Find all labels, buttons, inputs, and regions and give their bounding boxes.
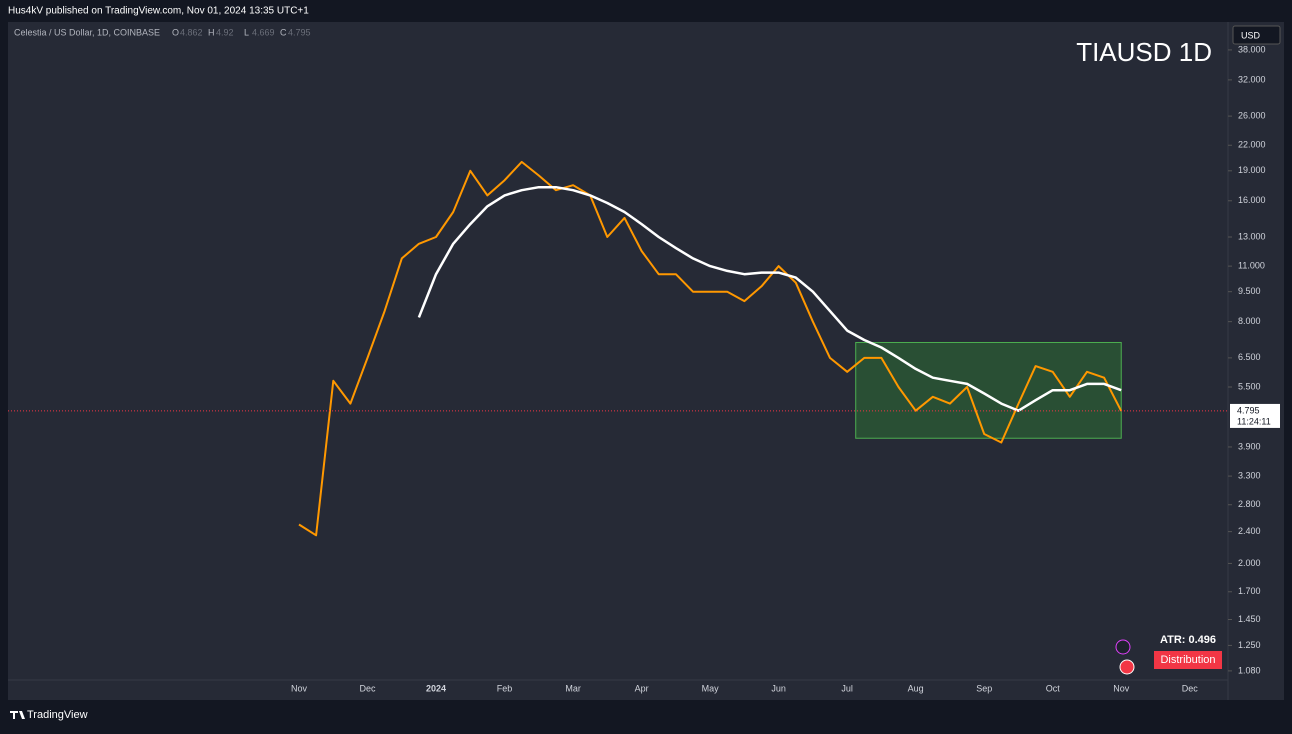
currency[interactable]: USD	[1241, 30, 1261, 40]
y-tick-label: 1.700	[1238, 586, 1261, 596]
y-tick-label: 6.500	[1238, 352, 1261, 362]
x-tick-label: Dec	[360, 683, 377, 693]
y-tick-label: 5.500	[1238, 381, 1261, 391]
y-tick-label: 3.900	[1238, 441, 1261, 451]
ohlc-key: L	[244, 27, 249, 37]
badge-bg	[1154, 651, 1222, 669]
y-tick-label: 8.000	[1238, 316, 1261, 326]
series-line	[417, 185, 1122, 412]
y-tick-label: 1.080	[1238, 665, 1261, 675]
brand: TradingView	[27, 709, 88, 721]
ohlc-value: 4.92	[216, 27, 234, 37]
icon[interactable]	[1115, 639, 1131, 655]
x-tick-label: Oct	[1046, 683, 1061, 693]
x-tick-label: Dec	[1182, 683, 1199, 693]
publisher: Hus4kV published on TradingView.com, Nov…	[8, 6, 309, 17]
x-tick-label: Nov	[291, 683, 308, 693]
x-tick-label: Apr	[635, 683, 649, 693]
x-tick-label: Nov	[1113, 683, 1130, 693]
x-tick-label: Jul	[841, 683, 853, 693]
y-tick-label: 2.400	[1238, 526, 1261, 536]
y-tick-label: 13.000	[1238, 231, 1266, 241]
y-tick-label: 19.000	[1238, 165, 1266, 175]
y-tick-label: 11.000	[1238, 261, 1265, 271]
y-tick-label: 9.500	[1238, 286, 1261, 296]
y-tick-label: 22.000	[1238, 140, 1266, 150]
y-tick-label: 3.300	[1238, 470, 1261, 480]
y-tick-label: 38.000	[1238, 44, 1266, 54]
plot-area	[8, 22, 1284, 700]
atr: ATR: 0.496	[1160, 634, 1216, 646]
ohlc-key: O	[172, 27, 179, 37]
x-tick-label: Jun	[771, 683, 786, 693]
ohlc-value: 4.795	[288, 27, 311, 37]
y-tick-label: 32.000	[1238, 74, 1266, 84]
ohlc-value: 4.669	[252, 27, 275, 37]
x-tick-label: Feb	[497, 683, 513, 693]
y-tick-label: 16.000	[1238, 195, 1266, 205]
ohlc-key: C	[280, 27, 287, 37]
ohlc-value: 4.862	[180, 27, 203, 37]
currency-box[interactable]	[1232, 25, 1281, 45]
y-tick-label: 26.000	[1238, 110, 1266, 120]
last-price-box	[1230, 403, 1280, 428]
icon[interactable]	[1119, 659, 1135, 675]
series-line	[298, 160, 1123, 537]
x-tick-label: Sep	[976, 683, 992, 693]
x-tick-label: Aug	[908, 683, 924, 693]
symbol-info: Celestia / US Dollar, 1D, COINBASE	[14, 27, 160, 37]
y-tick-label: 1.250	[1238, 640, 1261, 650]
countdown: 11:24:11	[1237, 416, 1271, 426]
x-tick-label: May	[702, 683, 720, 693]
ohlc-key: H	[208, 27, 215, 37]
y-tick-label: 2.000	[1238, 558, 1261, 568]
y-tick-label: 2.800	[1238, 499, 1261, 509]
badge: Distribution	[1160, 654, 1215, 666]
last-price: 4.795	[1237, 405, 1260, 415]
watermark: TIAUSD 1D	[1076, 37, 1212, 67]
x-tick-label: Mar	[565, 683, 581, 693]
logo	[10, 711, 25, 719]
y-tick-label: 1.450	[1238, 614, 1261, 624]
x-tick-label: 2024	[426, 683, 446, 693]
